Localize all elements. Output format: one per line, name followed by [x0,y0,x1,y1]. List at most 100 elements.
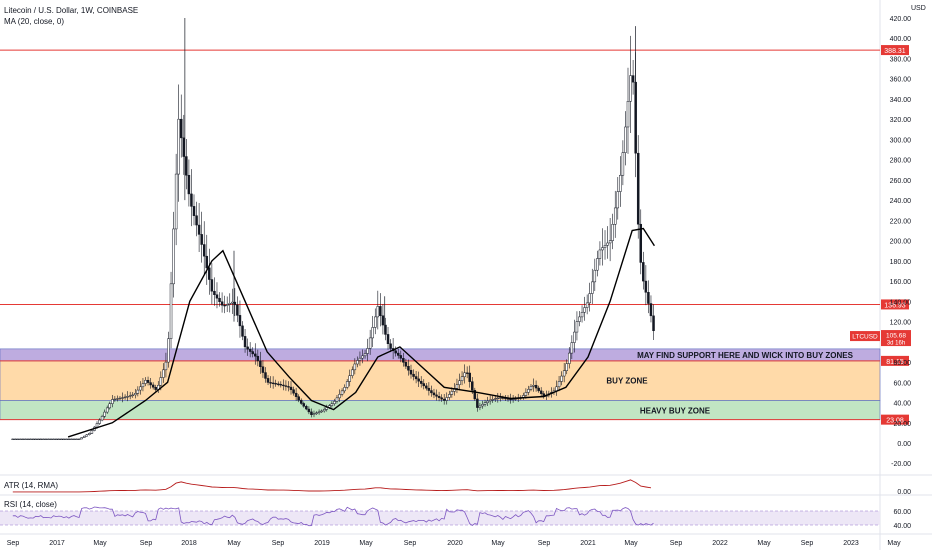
candle-down [149,382,152,386]
candle-up [363,353,367,357]
x-tick-label: Sep [7,540,20,547]
candle-up [460,376,464,381]
candle-down [465,372,469,374]
candle-up [361,355,364,359]
level-tag-388.31 [881,45,909,56]
candle-up [578,316,581,322]
candle-down [146,380,150,383]
candle-up [616,191,620,209]
candle-down [210,279,214,292]
candle-down [269,382,272,384]
candle-up [524,392,528,396]
candle-down [417,378,420,382]
candle-up [123,396,127,399]
candle-up [100,416,104,421]
candle-down [642,262,645,282]
candle-up [335,397,339,402]
candle-up [144,380,147,384]
candle-down [208,267,211,280]
candle-up [141,383,145,388]
candle-down [437,396,441,398]
symbol-tag [850,331,880,342]
candle-up [585,302,589,308]
candle-up [358,357,362,361]
candle-down [213,290,216,295]
candle-down [282,384,285,387]
candle-down [215,294,219,299]
candle-up [371,327,374,339]
candle-up [557,381,561,388]
candle-up [345,381,349,388]
candles-group [11,18,655,441]
candle-down [404,362,408,367]
candle-up [111,399,114,404]
candle-down [649,303,653,317]
x-tick-label: May [491,540,505,547]
candle-up [174,173,178,230]
candle-up [621,152,625,176]
candle-up [351,369,354,376]
candle-down [412,373,415,377]
candle-up [113,398,117,401]
candle-up [103,411,106,417]
y-tick-label: 340.00 [890,97,912,104]
candle-up [629,75,632,102]
x-tick-label: May [359,540,373,547]
candle-up [118,397,122,400]
x-tick-label: Sep [538,540,551,547]
candle-down [381,315,385,326]
candle-up [57,438,60,441]
y-tick-label: 240.00 [890,198,912,205]
candle-up [70,438,73,441]
candle-up [374,316,377,328]
candle-up [52,438,55,441]
candle-up [90,430,94,434]
x-tick-label: Sep [670,540,683,547]
candle-up [611,224,614,241]
rsi-tick-label: 40.00 [893,523,911,530]
candle-up [95,423,99,428]
candle-down [284,385,288,387]
y-tick-label: 180.00 [890,259,912,266]
candle-down [422,383,426,387]
y-tick-label: 260.00 [890,178,912,185]
candle-up [573,331,576,343]
heavy-buy-zone-label: HEAVY BUY ZONE [640,407,711,416]
candle-up [16,438,20,441]
candle-up [450,391,454,395]
zone-buy-zone [0,360,881,401]
candle-up [317,411,321,414]
candle-down [200,234,203,245]
level-tag-text-23.08: 23.08 [886,418,904,425]
y-tick-label: 380.00 [890,56,912,63]
candle-down [396,352,400,356]
ma-legend: MA (20, close, 0) [4,17,65,26]
candle-down [419,380,423,384]
level-tag-text-388.31: 388.31 [884,48,906,55]
candle-up [172,228,175,285]
candle-down [299,399,303,404]
candle-up [136,389,140,394]
candle-down [236,304,239,316]
candle-up [75,438,78,441]
candle-down [182,137,186,157]
candle-up [596,258,599,271]
x-tick-label: Sep [801,540,814,547]
candle-down [310,411,313,415]
candle-up [164,361,168,371]
candle-down [379,306,382,316]
candle-up [493,398,497,400]
candle-down [287,386,290,388]
candle-up [511,398,515,401]
candle-up [527,389,530,393]
candle-up [613,207,617,225]
candle-down [266,378,270,383]
candle-up [343,387,346,392]
candle-up [67,438,71,441]
candle-down [261,366,265,373]
y-tick-label: 200.00 [890,239,912,246]
candle-up [11,438,14,441]
candle-down [644,280,648,293]
candle-up [167,338,170,363]
